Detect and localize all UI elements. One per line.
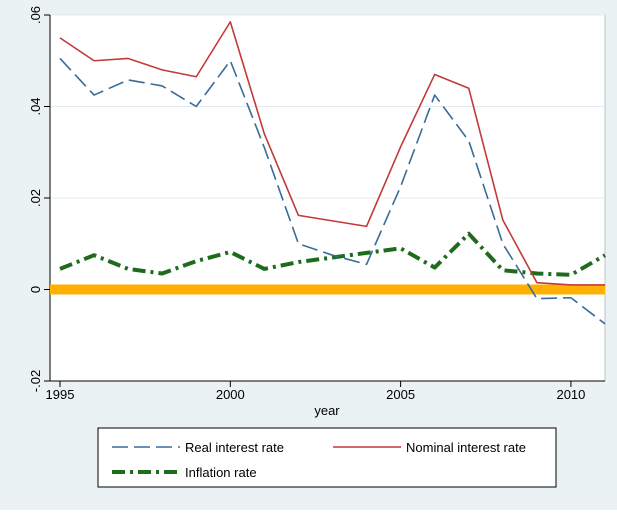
series-line-0 [59, 57, 606, 325]
zero-reference-line [50, 284, 605, 295]
x-tick-label: 2000 [216, 387, 245, 402]
legend-label-1: Nominal interest rate [406, 440, 526, 455]
axes: -.02 0 .02 .04 .06 1995 2000 2005 2010 [28, 6, 605, 402]
legend-label-0: Real interest rate [185, 440, 284, 455]
y-tick-label: .06 [28, 6, 43, 24]
legend: Real interest rate Nominal interest rate I… [97, 427, 557, 488]
series-lines [50, 21, 607, 325]
series-line-1 [59, 21, 605, 286]
y-tick-label: .04 [28, 97, 43, 115]
y-tick-label: .02 [28, 189, 43, 207]
legend-box [97, 427, 557, 488]
legend-label-2: Inflation rate [185, 465, 257, 480]
x-axis-label: year [314, 403, 340, 418]
x-tick-label: 1995 [46, 387, 75, 402]
series-line-2 [59, 231, 607, 277]
x-tick-label: 2005 [386, 387, 415, 402]
y-tick-label: -.02 [28, 370, 43, 392]
y-tick-label: 0 [28, 286, 43, 293]
x-tick-label: 2010 [556, 387, 585, 402]
